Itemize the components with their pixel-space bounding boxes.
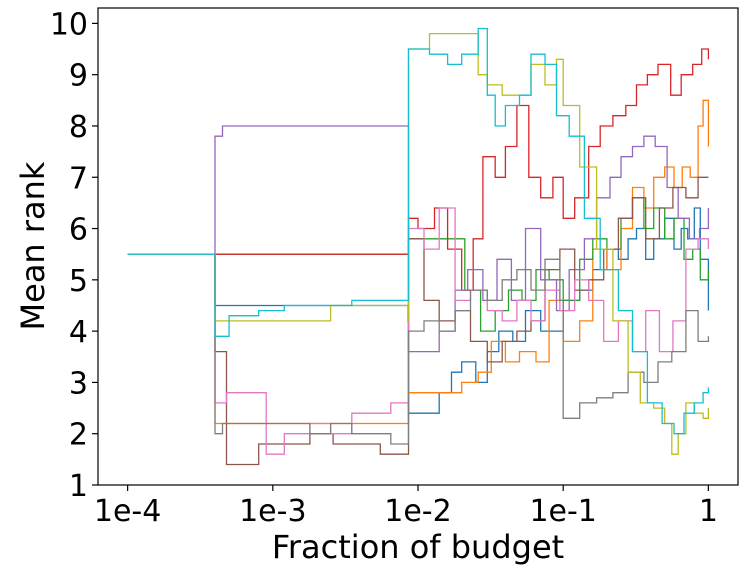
y-tick-label-7: 8	[69, 110, 88, 145]
y-tick-label-8: 9	[69, 59, 88, 94]
series-line-7	[127, 253, 710, 445]
x-tick-label-2: 1e-2	[384, 494, 451, 529]
y-tick-label-3: 4	[69, 315, 88, 350]
series-line-4	[127, 125, 710, 353]
tick-layer: 1e-4 1e-3 1e-2 1e-1 1 1 2 3 4 5 6 7 8 9 10	[50, 7, 718, 529]
x-tick-label-3: 1e-1	[529, 494, 596, 529]
y-axis-label: Mean rank	[14, 161, 52, 330]
series-line-9	[127, 27, 710, 435]
y-tick-label-0: 1	[69, 469, 88, 504]
series-layer	[127, 27, 710, 466]
x-tick-label-4: 1	[699, 494, 718, 529]
series-line-1	[127, 99, 710, 425]
y-tick-label-5: 6	[69, 213, 88, 248]
x-axis-label: Fraction of budget	[272, 528, 564, 566]
series-line-5	[127, 176, 709, 466]
x-tick-label-0: 1e-4	[94, 494, 161, 529]
y-tick-label-1: 2	[69, 418, 88, 453]
x-tick-label-1: 1e-3	[239, 494, 306, 529]
y-tick-label-4: 5	[69, 264, 88, 299]
y-tick-label-9: 10	[50, 7, 88, 42]
y-tick-label-2: 3	[69, 366, 88, 401]
y-tick-label-6: 7	[69, 161, 88, 196]
